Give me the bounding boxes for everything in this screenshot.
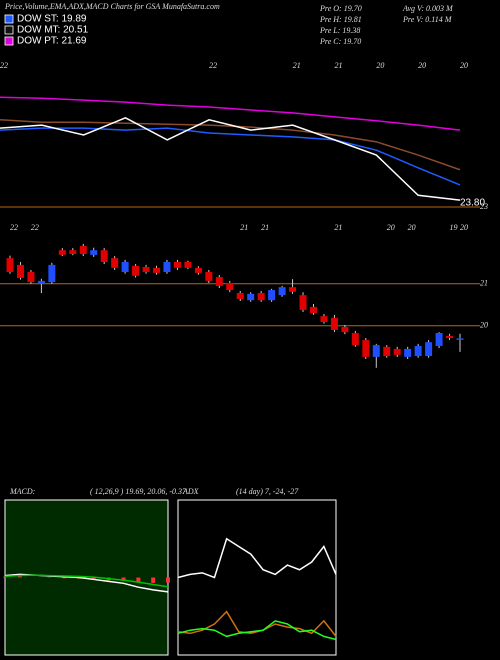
x-tick-label: 20	[387, 223, 395, 232]
candle-body	[435, 332, 443, 346]
candle-body	[351, 332, 359, 346]
candle-body	[247, 293, 255, 301]
series-line	[0, 119, 461, 171]
candle-body	[16, 264, 24, 278]
y-tick-label: 23	[480, 202, 488, 211]
candle-body	[121, 261, 129, 273]
x-tick-label: 22	[31, 223, 39, 232]
histogram-bar	[91, 577, 96, 580]
stat: Pre C: 19.70	[319, 37, 361, 46]
legend-swatch	[4, 25, 14, 35]
series-line	[0, 127, 461, 186]
legend-swatch	[4, 14, 14, 24]
candle-body	[425, 342, 433, 357]
candle-body	[184, 261, 192, 268]
candle-body	[90, 250, 98, 255]
x-tick-label: 22	[10, 223, 18, 232]
candle-body	[194, 267, 202, 273]
histogram-bar	[17, 576, 22, 578]
x-tick-label: 20	[460, 61, 468, 70]
stat: Pre L: 19.38	[319, 26, 360, 35]
candle-body	[37, 280, 45, 284]
candle-body	[69, 250, 77, 254]
x-tick-label: 21	[293, 61, 301, 70]
x-tick-label: 19	[450, 223, 458, 232]
legend-label: DOW PT: 21.69	[17, 36, 87, 47]
candle-body	[205, 272, 213, 281]
candle-body	[215, 277, 223, 286]
x-tick-label: 21	[261, 223, 269, 232]
candle-body	[268, 290, 276, 301]
y-tick-label: 20	[480, 321, 488, 330]
x-tick-label: 20	[408, 223, 416, 232]
candle-body	[111, 258, 119, 268]
legend-label: DOW MT: 20.51	[17, 25, 89, 36]
stat: Avg V: 0.003 M	[402, 4, 454, 13]
series-line	[4, 574, 169, 588]
candle-body	[173, 261, 181, 268]
candle-body	[142, 267, 150, 273]
histogram-bar	[151, 577, 156, 583]
x-tick-label: 22	[209, 61, 217, 70]
candle-body	[456, 338, 464, 340]
panel	[4, 499, 169, 656]
candle-body	[48, 264, 56, 283]
candle-body	[132, 265, 140, 276]
candle-body	[320, 316, 328, 323]
panel-subtitle: (14 day) 7, -24, -27	[236, 487, 299, 496]
candle-body	[341, 327, 349, 333]
candle-body	[299, 295, 307, 310]
candle-body	[278, 287, 286, 296]
x-tick-label: 21	[334, 223, 342, 232]
candle-body	[226, 282, 234, 291]
series-line	[0, 116, 461, 201]
histogram-bar	[121, 577, 126, 581]
candle-body	[27, 272, 35, 283]
histogram-bar	[62, 577, 67, 579]
x-tick-label: 21	[335, 61, 343, 70]
series-line	[177, 537, 337, 579]
candle-body	[79, 246, 87, 254]
legend-swatch	[4, 36, 14, 46]
candle-body	[153, 267, 161, 273]
candle-body	[414, 345, 422, 357]
x-tick-label: 21	[240, 223, 248, 232]
candle-body	[330, 317, 338, 330]
candle-body	[257, 293, 265, 301]
candle-body	[6, 258, 14, 273]
x-tick-label: 20	[418, 61, 426, 70]
histogram-bar	[166, 577, 170, 583]
candle-body	[58, 250, 66, 255]
stat: Pre V: 0.114 M	[402, 15, 453, 24]
panel-title: ADX	[182, 487, 200, 496]
x-tick-label: 20	[460, 223, 468, 232]
panel-title: MACD:	[9, 487, 36, 496]
candle-body	[404, 348, 412, 357]
stat: Pre O: 19.70	[319, 4, 362, 13]
series-line	[177, 620, 337, 641]
candle-body	[163, 261, 171, 273]
candle-body	[309, 306, 317, 314]
legend-label: DOW ST: 19.89	[17, 14, 87, 25]
x-tick-label: 20	[376, 61, 384, 70]
histogram-bar	[3, 576, 7, 578]
page-title: Price,Volume,EMA,ADX,MACD Charts for GSA…	[4, 2, 220, 11]
candle-body	[100, 250, 108, 262]
candle-body	[362, 340, 370, 357]
series-line	[0, 96, 461, 131]
stat: Pre H: 19.81	[319, 15, 362, 24]
y-tick-label: 21	[480, 279, 488, 288]
candle-body	[383, 346, 391, 357]
candle-body	[393, 348, 401, 355]
panel-subtitle: ( 12,26,9 ) 19.69, 20.06, -0.37	[90, 487, 187, 496]
x-tick-label: 22	[0, 61, 8, 70]
candle-body	[446, 335, 454, 338]
histogram-bar	[136, 577, 141, 583]
candle-body	[372, 345, 380, 357]
candle-body	[236, 293, 244, 299]
candle-body	[289, 287, 297, 292]
annotation: 23.80	[460, 198, 485, 209]
